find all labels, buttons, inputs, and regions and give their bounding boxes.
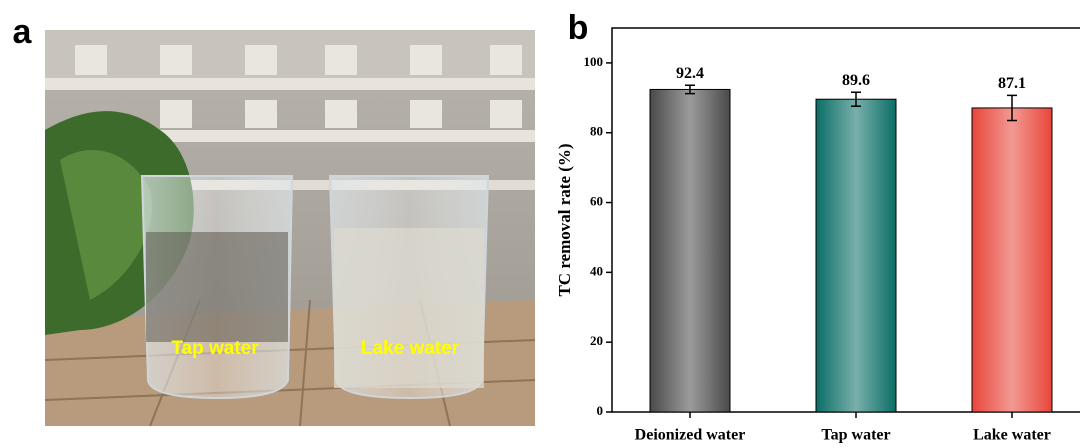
value-label: 87.1 <box>998 75 1026 92</box>
bar <box>816 99 896 412</box>
panel-label: b <box>568 9 589 47</box>
value-label: 89.6 <box>842 72 870 89</box>
bar <box>650 89 730 412</box>
y-tick-label: 60 <box>590 194 603 209</box>
bar <box>972 108 1052 412</box>
y-tick-label: 20 <box>590 333 603 348</box>
photo-label: Tap water <box>171 338 259 359</box>
y-tick-label: 100 <box>584 54 604 69</box>
y-tick-label: 40 <box>590 263 603 278</box>
value-label: 92.4 <box>676 65 704 82</box>
panel-label: a <box>13 13 33 51</box>
y-axis-label: TC removal rate (%) <box>555 143 574 296</box>
photo <box>45 30 535 426</box>
figure: a Tap water Lake water b TC removal rate… <box>0 0 1080 448</box>
x-tick-label: Tap water <box>821 427 890 444</box>
y-tick-label: 0 <box>597 403 604 418</box>
y-tick-label: 80 <box>590 124 603 139</box>
x-tick-label: Lake water <box>973 427 1051 444</box>
photo-label: Lake water <box>361 338 460 359</box>
x-tick-label: Deionized water <box>635 427 746 444</box>
